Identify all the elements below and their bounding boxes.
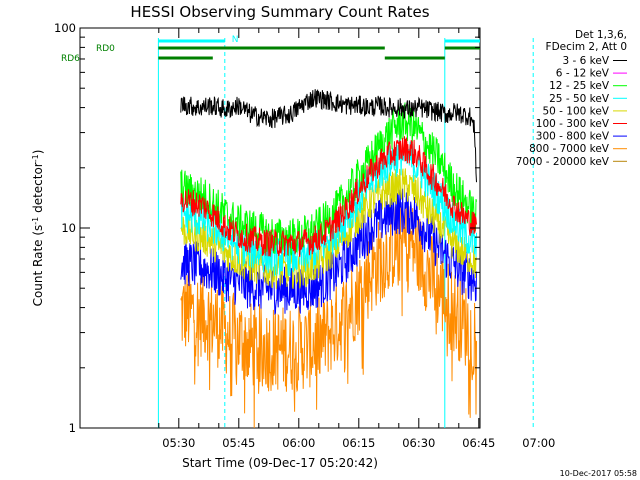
y-axis-label: Count Rate (s-1 detector-1) — [31, 150, 46, 307]
timeline-label-1: RD0 — [96, 44, 115, 54]
legend-header-0: Det 1,3,6, — [575, 29, 627, 41]
footer-date: 10-Dec-2017 05:58 — [560, 469, 637, 478]
x-tick-label-0615: 06:15 — [342, 436, 375, 450]
legend-label-6: 300 - 800 keV — [536, 131, 610, 143]
legend-label-0: 3 - 6 keV — [562, 55, 609, 67]
timeline-bars: RD0 RD6 N — [61, 35, 480, 64]
timeline-label-2: RD6 — [61, 54, 80, 64]
x-tick-label-0630: 06:30 — [402, 436, 435, 450]
series-800-7000keV — [180, 199, 477, 429]
legend-label-4: 50 - 100 keV — [542, 105, 609, 117]
x-axis-ticks: 05:30 05:45 06:00 06:15 06:30 06:45 07:00 — [158, 28, 555, 450]
series-3-6keV — [180, 89, 477, 183]
x-tick-label-0545: 05:45 — [222, 436, 255, 450]
legend-label-7: 800 - 7000 keV — [529, 143, 610, 155]
legend-label-8: 7000 - 20000 keV — [516, 156, 610, 168]
legend-header-1: FDecim 2, Att 0 — [546, 41, 627, 53]
x-tick-label-0600: 06:00 — [282, 436, 315, 450]
x-tick-label-0530: 05:30 — [162, 436, 195, 450]
y-tick-label-10: 10 — [61, 221, 76, 235]
vertical-markers — [157, 38, 534, 428]
legend-label-5: 100 - 300 keV — [536, 118, 610, 130]
series-group — [180, 89, 477, 429]
legend-label-1: 6 - 12 keV — [556, 68, 610, 80]
series-100-300keV — [180, 136, 477, 258]
legend-label-3: 25 - 50 keV — [549, 93, 610, 105]
y-axis-ticks: 1 10 100 — [54, 21, 480, 435]
x-tick-label-0700: 07:00 — [522, 436, 555, 450]
x-tick-label-0645: 06:45 — [462, 436, 495, 450]
series-50-100keV — [180, 168, 477, 289]
y-tick-label-1: 1 — [69, 421, 76, 435]
x-axis-label: Start Time (09-Dec-17 05:20:42) — [182, 456, 378, 470]
y-tick-label-100: 100 — [54, 21, 76, 35]
timeline-annotation: N — [232, 35, 239, 45]
legend-label-2: 12 - 25 keV — [549, 80, 610, 92]
chart-title: HESSI Observing Summary Count Rates — [130, 3, 429, 21]
